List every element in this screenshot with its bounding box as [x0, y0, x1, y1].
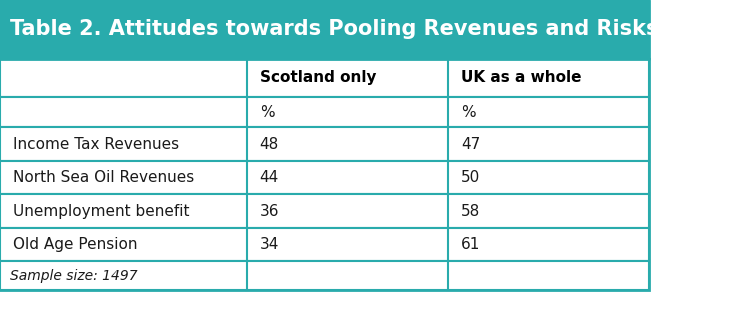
- FancyBboxPatch shape: [0, 97, 649, 127]
- Text: Scotland only: Scotland only: [260, 70, 376, 85]
- Text: 47: 47: [461, 137, 481, 151]
- FancyBboxPatch shape: [0, 261, 649, 290]
- Text: Unemployment benefit: Unemployment benefit: [13, 204, 189, 218]
- FancyBboxPatch shape: [0, 194, 649, 228]
- Text: 58: 58: [461, 204, 481, 218]
- Text: Income Tax Revenues: Income Tax Revenues: [13, 137, 179, 151]
- Text: 48: 48: [260, 137, 279, 151]
- FancyBboxPatch shape: [0, 161, 649, 194]
- Text: 34: 34: [260, 237, 279, 252]
- FancyBboxPatch shape: [0, 228, 649, 261]
- Text: 36: 36: [260, 204, 279, 218]
- FancyBboxPatch shape: [0, 59, 649, 290]
- FancyBboxPatch shape: [0, 0, 649, 59]
- Text: Sample size: 1497: Sample size: 1497: [10, 269, 138, 282]
- Text: UK as a whole: UK as a whole: [461, 70, 581, 85]
- Text: 50: 50: [461, 170, 481, 185]
- Text: North Sea Oil Revenues: North Sea Oil Revenues: [13, 170, 194, 185]
- FancyBboxPatch shape: [0, 127, 649, 161]
- Text: %: %: [461, 105, 475, 120]
- FancyBboxPatch shape: [0, 59, 649, 97]
- Text: 61: 61: [461, 237, 481, 252]
- Text: 44: 44: [260, 170, 279, 185]
- Text: Old Age Pension: Old Age Pension: [13, 237, 138, 252]
- Text: Table 2. Attitudes towards Pooling Revenues and Risks: Table 2. Attitudes towards Pooling Reven…: [10, 19, 658, 39]
- Text: %: %: [260, 105, 275, 120]
